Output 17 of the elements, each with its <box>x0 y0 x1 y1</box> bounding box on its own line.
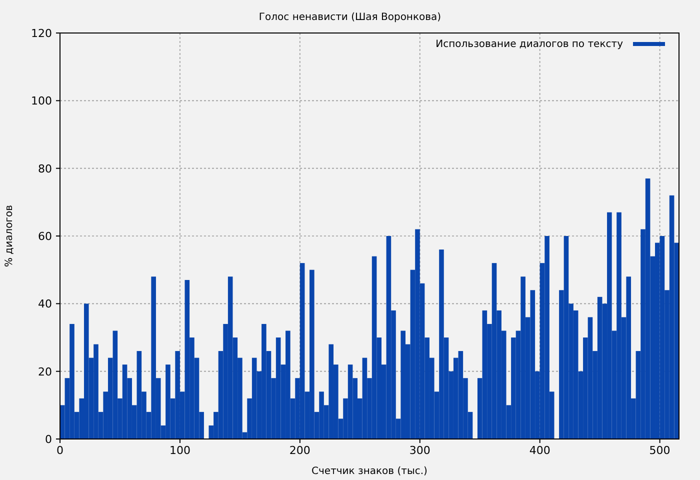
x-axis-title: Счетчик знаков (тыс.) <box>312 466 428 477</box>
y-tick-label: 80 <box>38 162 52 176</box>
x-tick-label: 400 <box>529 444 550 457</box>
x-tick-label: 200 <box>289 444 310 457</box>
y-tick-label: 100 <box>31 94 52 108</box>
chart-title: Голос ненависти (Шая Воронкова) <box>258 12 442 23</box>
y-tick-label: 120 <box>31 27 52 40</box>
x-tick-label: 500 <box>649 444 670 457</box>
x-tick-label: 300 <box>409 444 430 457</box>
x-tick-label: 100 <box>169 444 190 457</box>
y-tick-label: 60 <box>38 230 52 243</box>
y-axis-title: % диалогов <box>4 204 15 267</box>
y-tick-label: 40 <box>38 298 52 311</box>
legend-label: Использование диалогов по тексту <box>436 39 624 50</box>
y-tick-label: 20 <box>38 365 52 378</box>
y-tick-label: 0 <box>45 433 52 446</box>
x-tick-label: 0 <box>56 444 64 457</box>
